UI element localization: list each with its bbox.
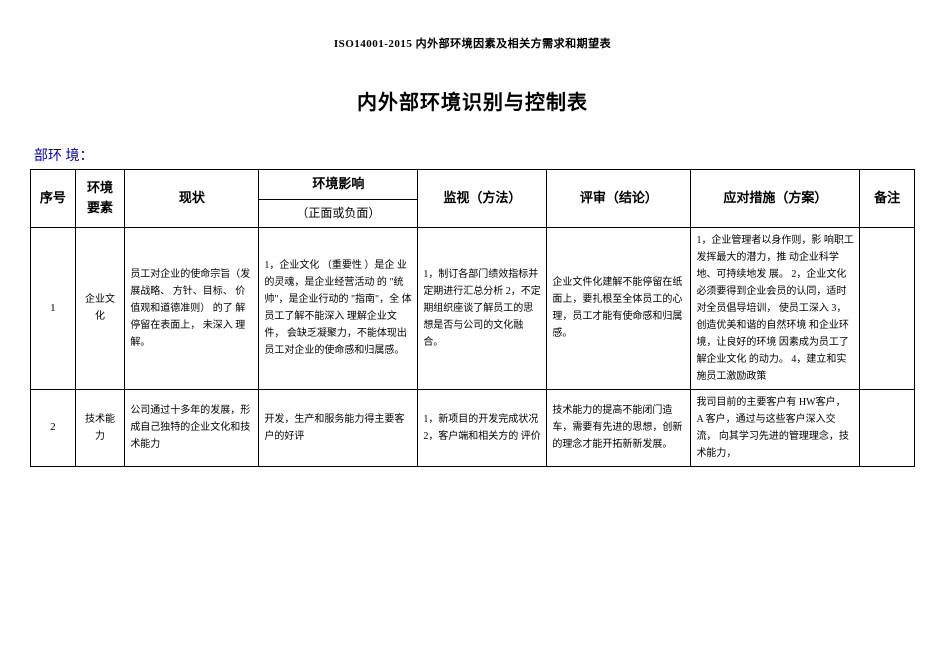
header-seq: 序号 (31, 170, 76, 228)
header-monitor: 监视（方法） (418, 170, 547, 228)
cell-monitor: 1，新项目的开发完成状况 2，客户端和相关方的 评价 (418, 389, 547, 466)
cell-measures: 1，企业管理者以身作则，影 响职工发挥最大的潜力，推 动企业科学地、可持续地发 … (691, 227, 860, 389)
header-impact-top: 环境影响 (259, 170, 418, 200)
cell-status: 公司通过十多年的发展，形成自己独特的企业文化和技术能力 (125, 389, 259, 466)
env-table: 序号 环境要素 现状 环境影响 监视（方法） 评审（结论） 应对措施（方案） 备… (30, 169, 915, 467)
table-row: 1 企业文化 员工对企业的使命宗旨（发展战略、 方针、目标、 价值观和道德准则）… (31, 227, 915, 389)
cell-remark (860, 389, 915, 466)
cell-status: 员工对企业的使命宗旨（发展战略、 方针、目标、 价值观和道德准则） 的了 解停留… (125, 227, 259, 389)
cell-review: 技术能力的提高不能闭门造车，需要有先进的思想，创新的理念才能开拓新新发展。 (547, 389, 691, 466)
cell-impact: 开发，生产和服务能力得主要客户的好评 (259, 389, 418, 466)
cell-factor: 企业文化 (75, 227, 125, 389)
header-factor: 环境要素 (75, 170, 125, 228)
doc-header: ISO14001-2015 内外部环境因素及相关方需求和期望表 (30, 35, 915, 51)
cell-seq: 2 (31, 389, 76, 466)
cell-review: 企业文件化建解不能停留在纸面上，要扎根至全体员工的心理，员工才能有使命感和归属感… (547, 227, 691, 389)
header-row: 序号 环境要素 现状 环境影响 监视（方法） 评审（结论） 应对措施（方案） 备… (31, 170, 915, 200)
table-row: 2 技术能力 公司通过十多年的发展，形成自己独特的企业文化和技术能力 开发，生产… (31, 389, 915, 466)
header-status: 现状 (125, 170, 259, 228)
section-label: 部环 境： (34, 145, 915, 165)
header-impact-sub: （正面或负面） (259, 199, 418, 227)
header-review: 评审（结论） (547, 170, 691, 228)
cell-seq: 1 (31, 227, 76, 389)
cell-impact: 1，企业文化 （重要性 ）是企 业的灵魂，是企业经营活动 的 "统帅"，是企业行… (259, 227, 418, 389)
cell-factor: 技术能力 (75, 389, 125, 466)
doc-title: 内外部环境识别与控制表 (30, 86, 915, 115)
cell-monitor: 1，制订各部门绩效指标并定期进行汇总分析 2，不定期组织座谈了解员工的思想是否与… (418, 227, 547, 389)
header-remark: 备注 (860, 170, 915, 228)
cell-remark (860, 227, 915, 389)
header-measures: 应对措施（方案） (691, 170, 860, 228)
cell-measures: 我司目前的主要客户有 HW客户， A 客户，通过与这些客户深入交流， 向其学习先… (691, 389, 860, 466)
